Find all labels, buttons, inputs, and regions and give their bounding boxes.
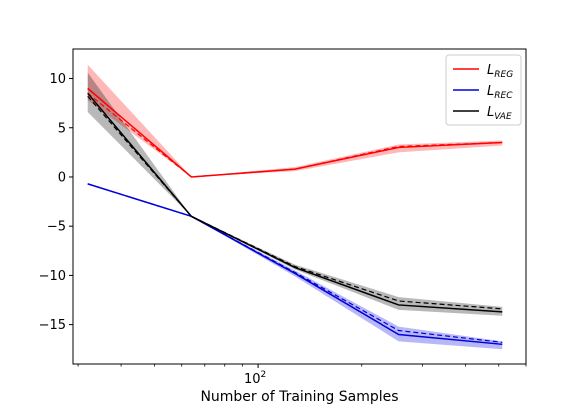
legend: LREG LREC LVAE: [445, 54, 522, 126]
band-l-vae: [87, 72, 503, 316]
y-tick-label: −5: [47, 220, 66, 235]
y-axis: 10 5 0 −5 −10 −15: [39, 72, 73, 333]
x-axis: 102: [77, 364, 527, 387]
legend-label: LREC: [487, 84, 513, 101]
legend-label: LVAE: [487, 105, 512, 122]
x-axis-label: Number of Training Samples: [200, 389, 398, 405]
x-tick-label: 102: [244, 370, 266, 387]
series-line-l-rec: [87, 183, 503, 346]
y-tick-label: 5: [58, 121, 66, 136]
confidence-bands: [87, 64, 503, 350]
series-dashed-l-reg: [87, 92, 503, 178]
band-l-reg: [87, 64, 503, 177]
series-lines: [87, 87, 503, 346]
y-tick-label: 10: [49, 72, 66, 87]
series-line-l-vae: [87, 92, 503, 313]
series-dashed-l-rec: [87, 183, 503, 343]
legend-label: LREG: [487, 63, 513, 80]
series-dashed-l-vae: [87, 95, 503, 310]
series-line-l-reg: [87, 87, 503, 178]
plot-frame: [72, 48, 527, 365]
y-tick-label: 0: [58, 170, 66, 185]
legend-box: [445, 54, 522, 126]
y-tick-label: −15: [39, 318, 66, 333]
y-tick-label: −10: [39, 269, 66, 284]
